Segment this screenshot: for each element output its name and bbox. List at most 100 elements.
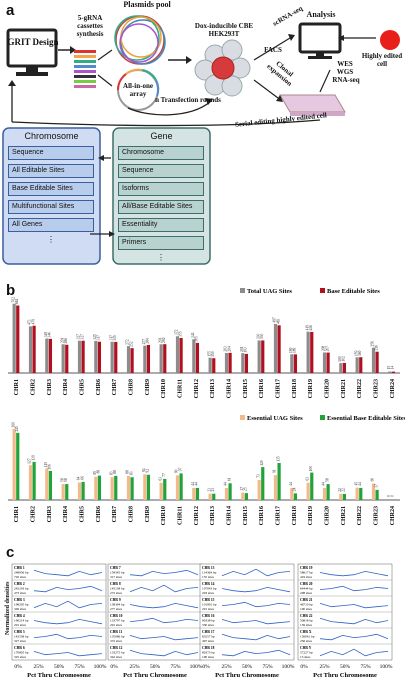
density-tick-label: 25%: [221, 664, 232, 670]
plasmids-pool-label: Plasmids pool: [123, 0, 171, 9]
tick-label: CHR1: [14, 379, 20, 395]
tick-label: CHR19: [308, 506, 314, 525]
tick-label: CHR21: [341, 506, 347, 525]
data-label: 106: [48, 464, 52, 470]
density-curve: [129, 602, 199, 609]
data-label: 291: [158, 337, 162, 343]
data-label: 330: [260, 334, 264, 340]
bar: [261, 467, 265, 500]
density-curve: [129, 584, 199, 593]
data-label: 88: [126, 470, 130, 474]
tick-label: CHR2: [31, 379, 37, 395]
cassette-stripes-icon: [74, 50, 96, 88]
gene-box-item: Essentiality: [118, 218, 204, 232]
bar: [290, 487, 294, 500]
chromosome-box-title: Chromosome: [24, 131, 79, 141]
bar: [326, 352, 330, 373]
density-chr-sites: 330 sites: [202, 623, 215, 627]
density-chr-name: CHR Y: [300, 646, 312, 650]
bar: [290, 354, 294, 373]
data-label: 272: [126, 339, 130, 345]
tick-label: CHR20: [325, 506, 331, 525]
density-chr-size: 101991 bp: [202, 603, 217, 607]
tick-label: CHR23: [374, 379, 380, 398]
tick-label: CHR14: [227, 379, 233, 398]
tick-label: CHR11: [178, 379, 184, 398]
density-curve: [33, 633, 103, 640]
bar: [306, 482, 310, 500]
bar: [310, 331, 314, 373]
density-chr-size: 248956 bp: [14, 571, 29, 575]
tick-label: CHR11: [178, 506, 184, 525]
data-label: 327: [77, 334, 81, 340]
density-curve: [319, 633, 389, 641]
bar: [130, 477, 134, 500]
density-chr-size: 58617 bp: [300, 571, 313, 575]
data-label: 44: [191, 482, 195, 486]
density-curve: [319, 648, 389, 657]
density-chr-size: 242193 bp: [14, 587, 29, 591]
density-chr-size: 198295 bp: [14, 603, 29, 607]
density-chr-size: 64444 bp: [300, 587, 313, 591]
legend-swatch: [320, 415, 325, 420]
density-tick-label: 0%: [300, 664, 308, 670]
density-curve: [319, 585, 389, 592]
data-label: 160: [358, 350, 362, 356]
density-chr-size: 156041 bp: [300, 635, 315, 639]
data-label: 64: [77, 476, 81, 480]
data-label: 60: [371, 478, 375, 482]
bar: [77, 340, 82, 373]
tick-label: CHR9: [145, 506, 151, 522]
chromosome-box-items: Sequence All Editable Sites Base Editable …: [8, 146, 94, 244]
data-label: 207: [325, 346, 329, 352]
density-chr-size: 46710 bp: [300, 603, 313, 607]
density-chr-name: CHR 16: [202, 614, 215, 618]
bar: [163, 344, 167, 373]
density-chr-sites: 327 sites: [14, 639, 27, 643]
legend-label: Essential Base Editable Sites: [327, 415, 405, 422]
bar: [143, 345, 147, 373]
density-curve: [221, 568, 291, 577]
tick-label: CHR18: [292, 506, 298, 525]
data-label: 305: [195, 336, 199, 342]
density-chr-name: CHR 12: [110, 646, 123, 650]
data-label: 58: [325, 478, 329, 482]
data-label: 83: [109, 471, 113, 475]
grit-label: GRIT Design: [7, 37, 59, 47]
density-chr-size: 181538 bp: [14, 635, 29, 639]
data-label: 23: [207, 488, 211, 492]
density-tick-label: 0%: [14, 664, 22, 670]
tick-label: CHR21: [341, 379, 347, 398]
legend-label: Base Editable Sites: [327, 288, 380, 295]
density-chr-sites: 497 sites: [202, 639, 215, 643]
bar: [293, 354, 298, 373]
bar: [212, 493, 216, 500]
density-chr-name: CHR 10: [110, 614, 123, 618]
density-curve: [129, 569, 199, 577]
data-label: 97: [178, 467, 182, 471]
density-chr-sites: 291 sites: [14, 623, 27, 627]
data-label: 100: [309, 466, 313, 472]
bar: [175, 336, 180, 373]
data-label: 102: [342, 356, 346, 362]
density-chr-sites: 201 sites: [202, 607, 215, 611]
data-label: 208: [322, 346, 326, 352]
density-curve: [33, 585, 103, 593]
data-label: 419: [305, 325, 309, 331]
density-chr-name: CHR 14: [202, 582, 215, 586]
bar: [61, 344, 65, 373]
data-label: 15: [387, 366, 391, 370]
bar: [277, 325, 281, 373]
data-label: 473: [28, 319, 32, 325]
data-label: 317: [109, 335, 113, 341]
bar: [110, 477, 114, 500]
bar: [77, 482, 82, 500]
density-chr-sites: 473 sites: [14, 591, 27, 595]
density-curve: [221, 633, 291, 641]
chromosome-box-item: All Editable Sites: [8, 164, 94, 178]
density-curve: [33, 651, 103, 657]
density-chr-size: 57227 bp: [300, 651, 313, 655]
density-chr-sites: 208 sites: [300, 591, 313, 595]
bar: [65, 484, 69, 500]
